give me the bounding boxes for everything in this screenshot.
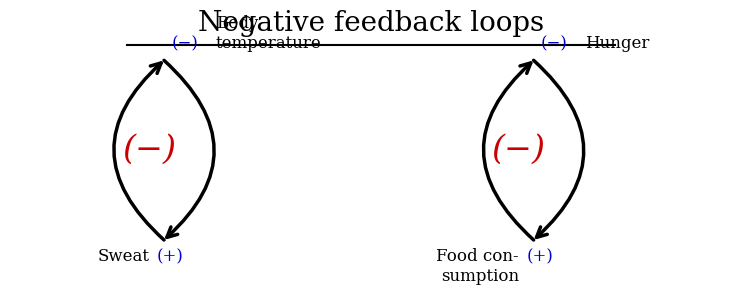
Text: (−): (−) — [492, 134, 546, 166]
Text: (−): (−) — [122, 134, 177, 166]
FancyArrowPatch shape — [533, 60, 584, 237]
Text: Hunger: Hunger — [585, 35, 650, 52]
FancyArrowPatch shape — [164, 60, 214, 237]
Text: (+): (+) — [526, 248, 553, 265]
Text: Body
temperature: Body temperature — [216, 15, 321, 52]
Text: Negative feedback loops: Negative feedback loops — [198, 10, 544, 37]
Text: Food con-
sumption: Food con- sumption — [436, 248, 519, 285]
Text: (−): (−) — [171, 35, 198, 52]
FancyArrowPatch shape — [114, 63, 164, 240]
Text: (+): (+) — [157, 248, 183, 265]
Text: Sweat: Sweat — [97, 248, 149, 265]
FancyArrowPatch shape — [484, 63, 533, 240]
Text: (−): (−) — [541, 35, 568, 52]
